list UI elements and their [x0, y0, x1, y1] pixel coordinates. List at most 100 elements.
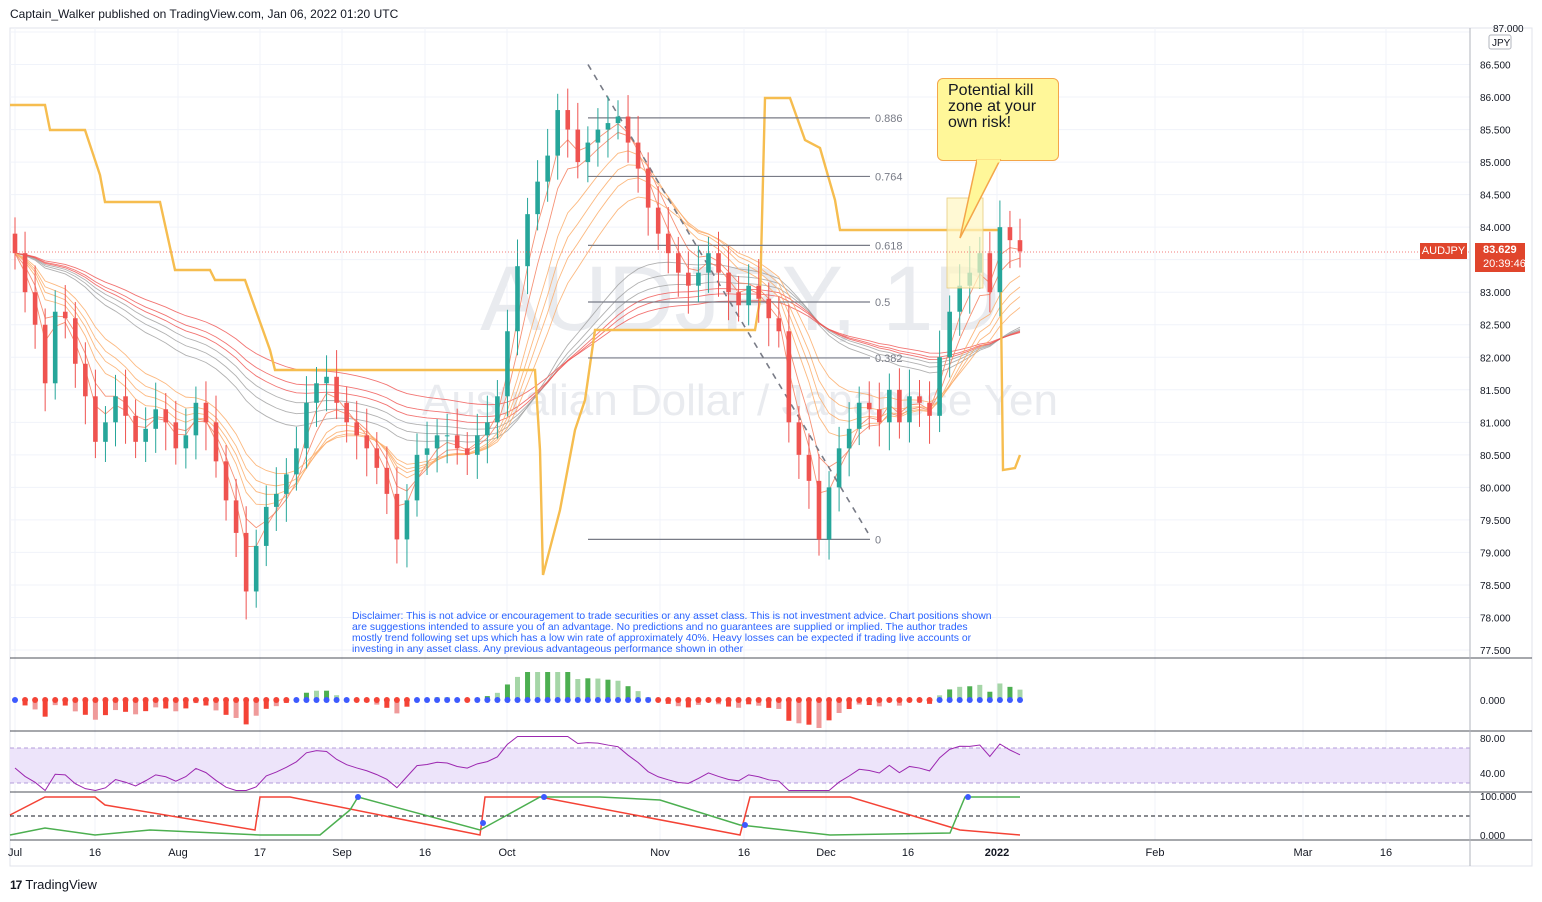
hist-dot	[233, 697, 240, 703]
candle-down	[927, 402, 932, 416]
hist-dot	[353, 697, 360, 703]
candle-down	[223, 461, 229, 501]
y-tick-label: 78.000	[1480, 613, 1511, 624]
stoch-cross-dot	[355, 794, 361, 800]
candle-down	[897, 389, 902, 423]
hist-bar	[394, 700, 400, 714]
hist-dot	[564, 697, 571, 703]
hist-dot	[705, 697, 712, 703]
ema-short	[14, 164, 1021, 495]
y-tick-top: 87.000	[1493, 24, 1524, 35]
candle-down	[93, 396, 98, 442]
hist-dot	[765, 697, 772, 703]
candle-down	[464, 448, 470, 455]
x-tick-label: 16	[738, 847, 750, 859]
candle-up	[193, 402, 199, 436]
hist-dot	[52, 697, 59, 703]
hist-dot	[846, 697, 853, 703]
footer-brand[interactable]: 17 TradingView	[10, 877, 97, 892]
y-tick-label: 86.000	[1480, 93, 1511, 104]
candle-down	[776, 318, 782, 332]
hist-bar	[223, 700, 229, 715]
hist-bar	[102, 700, 108, 716]
time-axis: Jul 16 Aug 17 Sep 16 Oct Nov 16 Dec 16 2022 Feb Mar 16	[8, 847, 1392, 859]
candle-down	[676, 253, 681, 273]
rsi-tick: 40.00	[1480, 769, 1505, 780]
x-tick-label: Dec	[816, 847, 836, 859]
hist-dot	[182, 697, 189, 703]
hist-bar	[816, 700, 822, 728]
candle-down	[364, 435, 370, 449]
hist-dot	[826, 697, 833, 703]
hist-dot	[172, 697, 179, 703]
hist-bar	[153, 700, 159, 708]
hist-dot	[283, 697, 290, 703]
candle-up	[846, 428, 852, 449]
candle-down	[42, 324, 48, 384]
hist-dot	[253, 697, 260, 703]
hist-bar	[947, 689, 953, 700]
last-price: 83.629	[1483, 244, 1517, 256]
fib-level-label: 0.618	[875, 240, 903, 252]
hist-dot	[785, 697, 792, 703]
hist-dot	[876, 697, 883, 703]
candle-down	[354, 422, 359, 436]
candle-up	[545, 155, 550, 182]
hist-bar	[585, 678, 591, 700]
hist-dot	[906, 697, 913, 703]
symbol-badge: AUDJPY	[1420, 243, 1467, 259]
candle-up	[103, 422, 108, 442]
hist-bar	[273, 700, 279, 707]
hist-dot	[655, 697, 662, 703]
hist-dot	[22, 697, 29, 703]
candle-down	[575, 129, 581, 163]
hist-bar	[685, 700, 691, 708]
y-tick-label: 86.500	[1480, 61, 1511, 72]
hist-dot	[816, 697, 822, 703]
hist-bar	[243, 700, 249, 725]
hist-bar	[163, 700, 169, 709]
hist-bar	[525, 672, 531, 700]
hist-dot	[936, 697, 943, 703]
y-tick-label: 80.000	[1480, 483, 1511, 494]
hist-bar	[726, 700, 732, 707]
candle-up	[324, 376, 329, 384]
candle-up	[605, 123, 611, 130]
hist-dot	[604, 697, 611, 703]
hist-bar	[736, 700, 742, 708]
x-tick-label: Mar	[1294, 847, 1313, 859]
hist-dot	[946, 697, 953, 703]
candle-down	[726, 272, 731, 293]
price-axis: 86.50086.00085.50085.00084.50084.00083.5…	[1469, 28, 1511, 866]
candle-up	[444, 435, 450, 437]
hist-dot	[645, 697, 652, 703]
candle-up	[907, 396, 912, 423]
candle-down	[877, 409, 882, 423]
hist-dot	[464, 697, 471, 703]
publish-info: Captain_Walker published on TradingView.…	[10, 7, 399, 21]
disclaimer-text: Disclaimer: This is not advice or encour…	[352, 611, 992, 655]
hist-dot	[514, 697, 521, 703]
hist-dot	[685, 697, 692, 703]
hist-bar	[324, 690, 330, 700]
hist-bar	[615, 680, 621, 700]
hist-dot	[263, 697, 270, 703]
hist-dot	[273, 697, 280, 703]
y-tick-label: 85.000	[1480, 158, 1511, 169]
candle-up	[836, 448, 842, 488]
fib-level-label: 0.5	[875, 297, 890, 309]
hist-dot	[313, 697, 320, 703]
x-tick-label: Aug	[168, 847, 188, 859]
hist-bar	[213, 700, 219, 711]
hist-dot	[926, 697, 933, 703]
candle-down	[686, 272, 691, 286]
x-tick-label: 16	[89, 847, 101, 859]
fib-level-label: 0	[875, 534, 881, 546]
ema-short	[14, 150, 1021, 506]
hist-dot	[213, 697, 219, 703]
hist-dot	[192, 697, 199, 703]
hist-bar	[82, 700, 88, 715]
hist-dot	[474, 697, 481, 703]
hist-dot	[122, 697, 129, 703]
